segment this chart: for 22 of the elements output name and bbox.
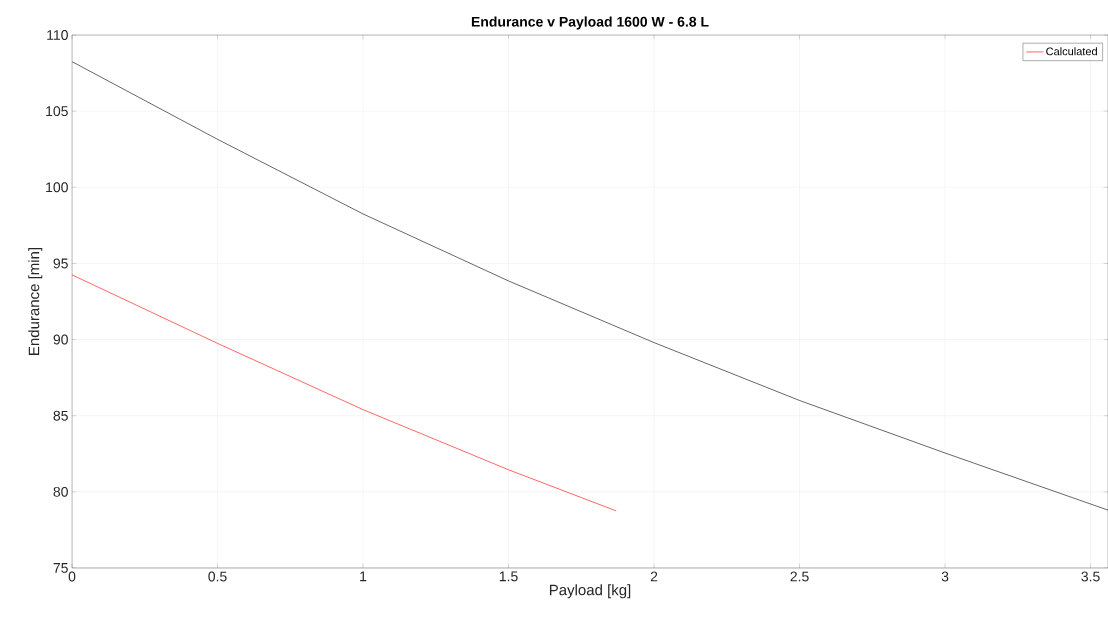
- y-tick-label: 100: [46, 182, 68, 193]
- x-tick-label: 0: [68, 571, 76, 582]
- y-tick-label: 90: [53, 334, 68, 345]
- x-axis-title: Payload [kg]: [549, 584, 631, 599]
- y-tick-label: 95: [53, 258, 68, 269]
- x-tick-label: 3.5: [1081, 571, 1100, 582]
- line-series: [72, 61, 1108, 511]
- x-tick-label: 2.5: [790, 571, 809, 582]
- y-tick-label: 85: [53, 410, 68, 421]
- chart-title: Endurance v Payload 1600 W - 6.8 L: [471, 16, 709, 30]
- y-tick-label: 110: [47, 30, 68, 40]
- y-axis-title: Endurance [min]: [28, 247, 43, 355]
- x-tick-label: 1.5: [499, 571, 518, 582]
- x-tick-label: 2: [650, 571, 658, 582]
- line-series: [72, 274, 617, 512]
- legend-label: Calculated: [1046, 47, 1097, 56]
- y-tick-label: 80: [53, 486, 68, 497]
- x-tick-label: 3: [941, 571, 949, 582]
- y-tick-label: 105: [46, 106, 68, 117]
- y-tick-label: 75: [53, 563, 68, 573]
- x-tick-label: 0.5: [208, 571, 227, 582]
- x-tick-label: 1: [360, 571, 367, 582]
